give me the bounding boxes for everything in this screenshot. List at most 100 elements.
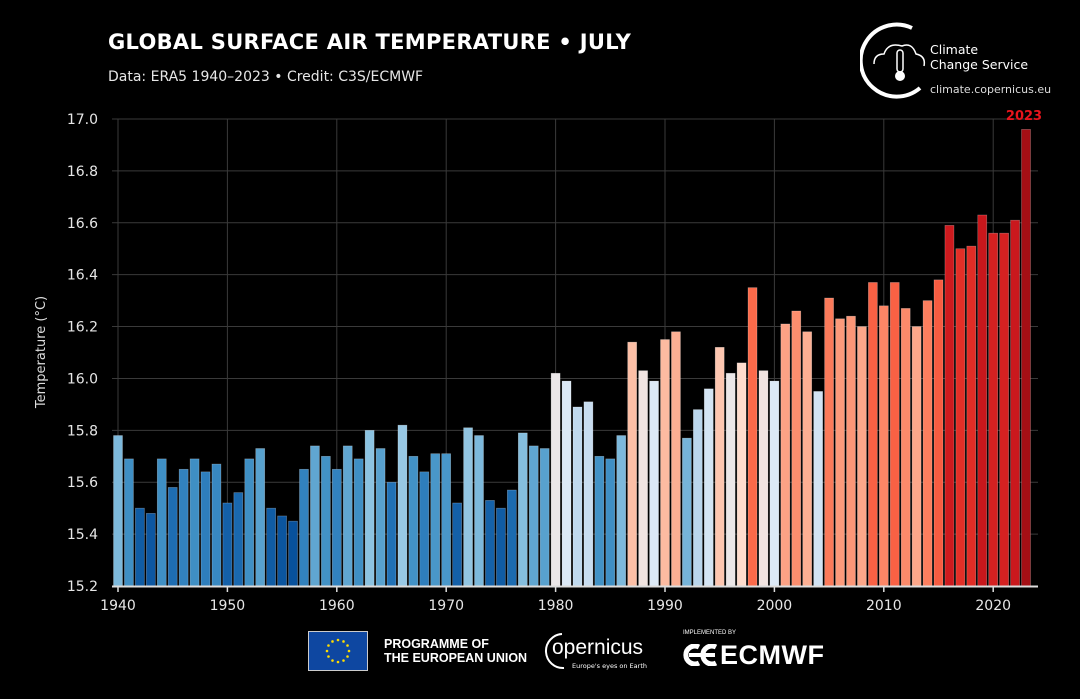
x-tick-label: 1940 — [100, 598, 136, 614]
bar-2020 — [988, 232, 999, 587]
bar-1990 — [660, 339, 670, 587]
eu-star-icon — [342, 659, 345, 662]
y-tick-label: 17.0 — [67, 112, 98, 128]
bar-1960 — [331, 468, 342, 587]
y-tick-label: 16.0 — [67, 371, 98, 387]
c3s-url[interactable]: climate.copernicus.eu — [930, 83, 1052, 96]
bar-2009 — [868, 282, 878, 587]
bar-1971 — [452, 502, 462, 587]
x-tick-label: 1950 — [210, 598, 246, 614]
bar-1957 — [299, 468, 309, 587]
y-axis-label: Temperature (°C) — [34, 296, 49, 409]
y-tick-label: 15.4 — [67, 527, 98, 543]
eu-line2: THE EUROPEAN UNION — [384, 651, 528, 665]
bar-1980 — [550, 372, 561, 587]
y-tick-label: 15.6 — [67, 475, 98, 491]
bar-2005 — [824, 297, 834, 587]
bar-1997 — [736, 362, 747, 587]
eu-star-icon — [331, 659, 334, 662]
bar-1947 — [189, 458, 200, 587]
y-tick-label: 15.2 — [67, 579, 98, 595]
bar-2007 — [846, 315, 856, 587]
eu-programme-text: PROGRAMME OF THE EUROPEAN UNION — [384, 637, 527, 665]
bar-2021 — [999, 232, 1009, 587]
chart-title: GLOBAL SURFACE AIR TEMPERATURE • JULY — [108, 30, 632, 54]
bar-1973 — [474, 435, 484, 587]
eu-star-icon — [327, 644, 330, 647]
bar-2003 — [802, 331, 813, 587]
ecmwf-mark-icon — [683, 644, 718, 666]
bar-1954 — [266, 507, 276, 587]
bar-1963 — [364, 430, 375, 587]
bar-2015 — [933, 279, 944, 587]
y-tick-label: 16.6 — [67, 216, 98, 232]
bar-2012 — [900, 308, 911, 587]
eu-star-icon — [336, 660, 340, 664]
c3s-name-line1: Climate — [930, 42, 979, 57]
bar-2022 — [1010, 219, 1020, 587]
c3s-name: Climate Change Service — [930, 42, 1028, 72]
bar-1946 — [178, 468, 189, 587]
eu-star-icon — [346, 644, 349, 647]
bar-1949 — [211, 463, 222, 587]
copernicus-tagline: Europe's eyes on Earth — [572, 662, 647, 670]
ecmwf-wordmark: ECMWF — [720, 640, 825, 670]
bar-chart: 15.2 15.4 15.6 15.8 16.0 16.2 16.4 16.6 16.8 17.0… — [34, 109, 1042, 614]
bar-1942 — [135, 507, 145, 587]
bar-1966 — [397, 424, 408, 587]
eu-star-icon — [336, 638, 340, 642]
x-tick-label: 2010 — [866, 598, 902, 614]
bar-2013 — [911, 326, 922, 587]
bar-1944 — [156, 458, 167, 587]
copernicus-logo: opernicus Europe's eyes on Earth — [540, 630, 660, 672]
x-ticks: 1940 1950 1960 1970 1980 1990 2000 2010 2020 — [100, 586, 1011, 614]
bar-2019 — [977, 214, 988, 587]
bar-2010 — [878, 305, 889, 587]
eu-line1: PROGRAMME OF — [384, 637, 489, 651]
bar-1991 — [671, 331, 681, 587]
copernicus-wordmark: opernicus — [552, 636, 644, 659]
c3s-logo[interactable]: Climate Change Service climate.copernicu… — [858, 22, 1070, 102]
bar-1968 — [419, 471, 430, 587]
x-tick-label: 2000 — [757, 598, 793, 614]
bar-2014 — [922, 300, 933, 587]
bar-2001 — [780, 323, 791, 587]
x-tick-label: 1990 — [647, 598, 683, 614]
eu-flag-icon — [308, 631, 368, 671]
y-tick-label: 16.8 — [67, 164, 98, 180]
bar-1958 — [310, 445, 320, 587]
bar-1953 — [255, 448, 266, 587]
cloud-thermometer-icon — [858, 22, 926, 99]
bar-1941 — [124, 458, 134, 587]
bar-2018 — [966, 245, 977, 587]
bar-2008 — [857, 326, 867, 587]
chart-subtitle: Data: ERA5 1940–2023 • Credit: C3S/ECMWF — [108, 69, 424, 85]
bar-1996 — [725, 372, 736, 587]
bar-2023 — [1021, 129, 1031, 587]
x-tick-label: 1970 — [428, 598, 464, 614]
eu-star-icon — [342, 640, 345, 643]
bar-1961 — [342, 445, 353, 587]
bar-2016 — [944, 225, 955, 587]
bar-1945 — [167, 487, 178, 587]
y-tick-label: 16.4 — [67, 268, 98, 284]
bar-1972 — [463, 427, 473, 587]
bar-1967 — [408, 455, 419, 587]
bar-1955 — [277, 515, 287, 587]
bar-1987 — [627, 341, 637, 587]
eu-star-icon — [327, 655, 330, 658]
bar-1940 — [113, 435, 123, 587]
bar-1948 — [200, 471, 211, 587]
y-tick-label: 15.8 — [67, 423, 98, 439]
bar-1994 — [703, 388, 714, 587]
bar-1970 — [441, 453, 452, 587]
highlight-label-2023: 2023 — [1006, 109, 1042, 124]
x-tick-label: 1960 — [319, 598, 355, 614]
bar-1985 — [605, 458, 616, 587]
bar-1988 — [638, 370, 648, 587]
x-tick-label: 2020 — [975, 598, 1011, 614]
bar-2017 — [955, 248, 966, 587]
eu-star-icon — [325, 649, 329, 653]
bar-2000 — [769, 380, 780, 587]
x-tick-label: 1980 — [538, 598, 574, 614]
